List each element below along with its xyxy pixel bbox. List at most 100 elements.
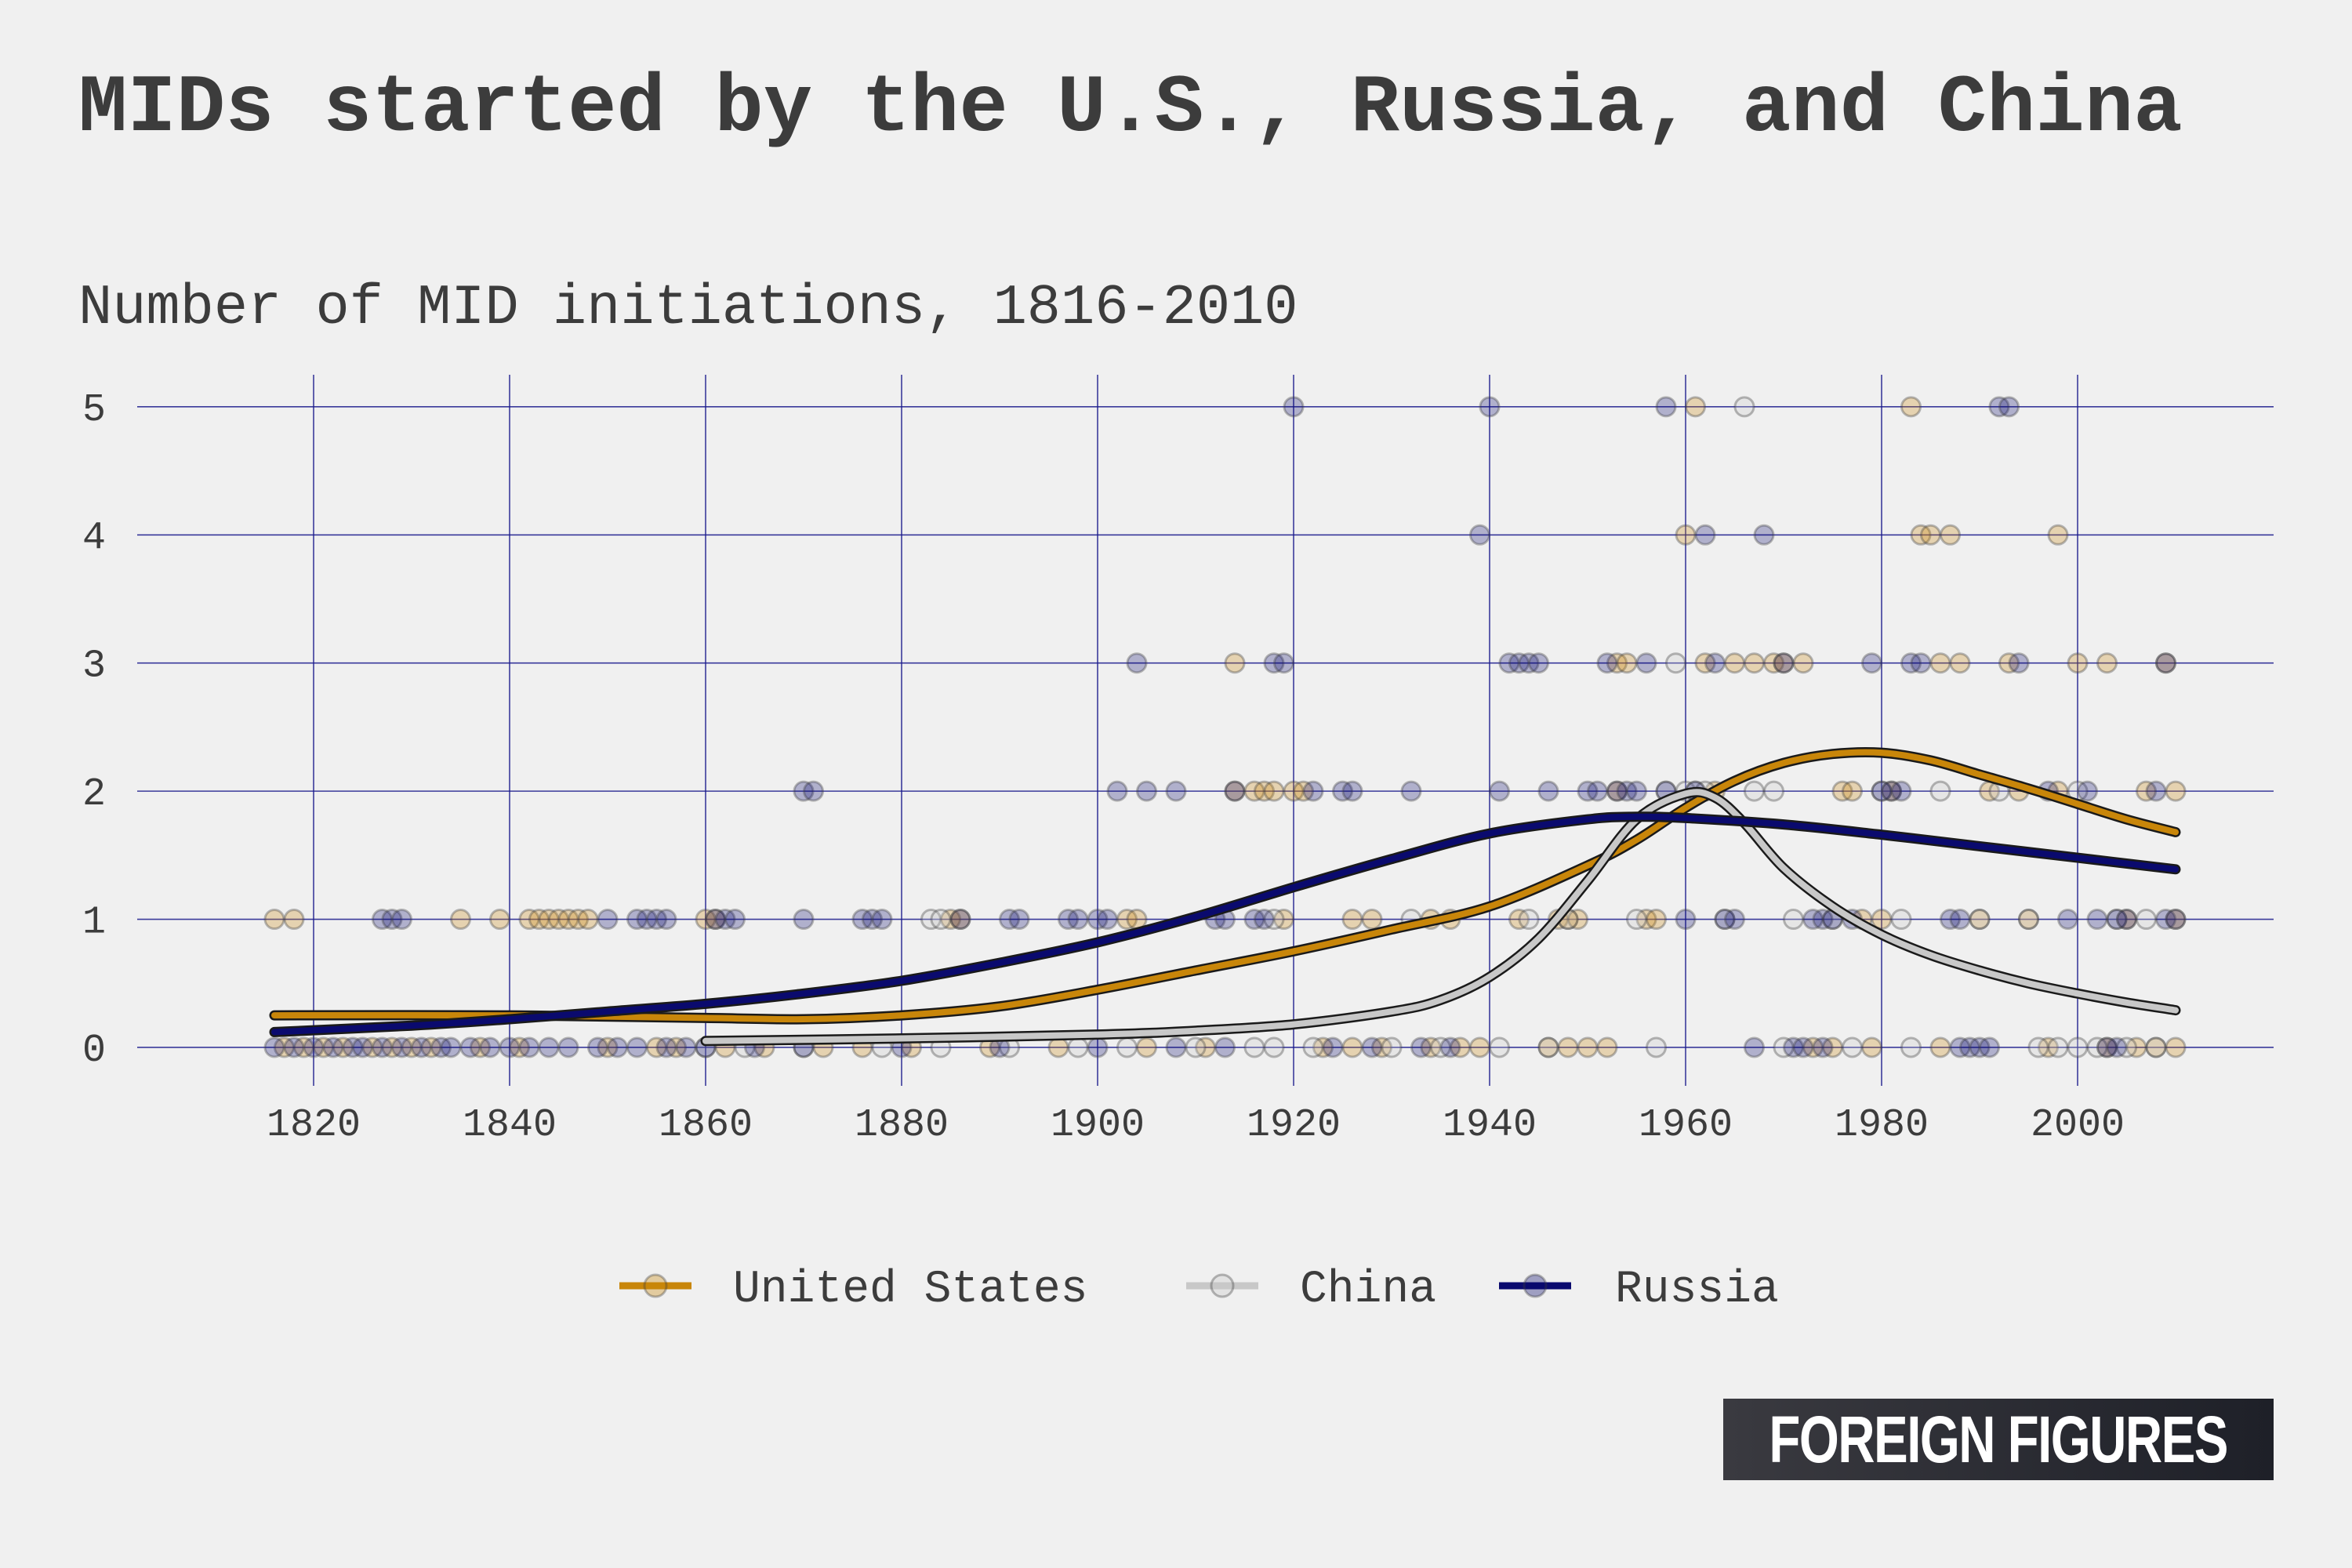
united-states-point <box>2018 909 2039 931</box>
russia-point <box>1890 780 1912 802</box>
x-tick-label: 1960 <box>1639 1103 1733 1148</box>
russia-point <box>1861 652 1882 674</box>
china-point <box>1302 1036 1324 1058</box>
russia-point <box>1606 780 1628 802</box>
russia-point <box>352 1036 373 1058</box>
russia-point <box>1479 396 1501 418</box>
united-states-point <box>2125 1036 2147 1058</box>
x-tick-label: 1980 <box>1835 1103 1929 1148</box>
legend-item-russia: Russia <box>1499 1265 1779 1316</box>
united-states-point <box>568 909 589 931</box>
united-states-point <box>548 909 569 931</box>
y-tick-label: 2 <box>82 772 106 817</box>
united-states-point <box>1577 1036 1599 1058</box>
united-states-point <box>1910 524 1932 546</box>
united-states-point <box>2038 1036 2059 1058</box>
russia-point <box>381 909 403 931</box>
legend-swatch-marker <box>1210 1273 1235 1298</box>
russia-point <box>1126 652 1148 674</box>
china-point <box>1185 1036 1207 1058</box>
united-states-point <box>1861 1036 1882 1058</box>
united-states-point <box>949 909 971 931</box>
russia-point <box>1871 780 1893 802</box>
russia-point <box>626 1036 648 1058</box>
russia-point <box>1165 1036 1187 1058</box>
china-point <box>1537 1036 1559 1058</box>
russia-point <box>1273 652 1294 674</box>
russia-point <box>1910 652 1932 674</box>
russia-point <box>411 1036 432 1058</box>
united-states-point <box>313 1036 334 1058</box>
united-states-point <box>1792 652 1814 674</box>
russia-point <box>2116 909 2137 931</box>
china-point <box>920 909 942 931</box>
foreign-figures-logo: FOREIGN FIGURES <box>1723 1399 2274 1480</box>
russia-point <box>1812 1036 1834 1058</box>
scatter-points <box>263 396 2187 1058</box>
russia-point <box>2086 909 2108 931</box>
legend-label: United States <box>733 1265 1087 1316</box>
russia-point <box>1243 909 1265 931</box>
china-point <box>2136 909 2157 931</box>
russia-point <box>322 1036 344 1058</box>
russia-point <box>1694 524 1716 546</box>
russia-point <box>1949 909 1971 931</box>
china-point <box>2106 909 2128 931</box>
united-states-point <box>2067 652 2089 674</box>
united-states-point <box>1802 1036 1824 1058</box>
united-states-point <box>2155 652 2176 674</box>
russia-point <box>1165 780 1187 802</box>
united-states-point <box>1969 909 1991 931</box>
russia-point <box>1008 909 1030 931</box>
legend: United States China Russia <box>619 1265 1779 1316</box>
russia-point <box>1518 652 1540 674</box>
y-axis-ticks: 0 1 2 3 4 5 <box>82 388 106 1073</box>
united-states-point <box>2047 524 2069 546</box>
united-states-point <box>1920 524 1941 546</box>
united-states-point <box>597 1036 619 1058</box>
russia-point <box>391 909 412 931</box>
russia-point <box>705 909 726 931</box>
united-states-point <box>2165 780 2187 802</box>
united-states-point <box>1254 780 1275 802</box>
russia-point <box>2008 652 2030 674</box>
russia-point <box>459 1036 481 1058</box>
china-point <box>2047 1036 2069 1058</box>
united-states-point <box>450 909 471 931</box>
united-states-point <box>1420 1036 1442 1058</box>
russia-point <box>430 1036 452 1058</box>
x-axis-ticks: 1820 1840 1860 1880 1900 1920 1940 1960 1980 2000 <box>267 1103 2125 1148</box>
russia-point <box>1596 652 1618 674</box>
united-states-point <box>293 1036 314 1058</box>
russia-point <box>1587 780 1608 802</box>
china-point <box>1263 1036 1285 1058</box>
china-point <box>1929 780 1951 802</box>
russia-point <box>1263 652 1285 674</box>
russia-point <box>803 780 824 802</box>
russia-point <box>636 909 658 931</box>
x-tick-label: 1880 <box>855 1103 949 1148</box>
united-states-point <box>2116 909 2137 931</box>
russia-point <box>1508 652 1530 674</box>
x-tick-label: 1940 <box>1443 1103 1537 1148</box>
russia-point <box>1498 652 1520 674</box>
united-states-point <box>1744 652 1765 674</box>
russia-point <box>2106 1036 2128 1058</box>
russia-point <box>1302 780 1324 802</box>
united-states-point <box>2145 1036 2167 1058</box>
china-point <box>1116 1036 1138 1058</box>
united-states-point <box>666 1036 687 1058</box>
united-states-point <box>2165 909 2187 931</box>
united-states-point <box>1195 1036 1216 1058</box>
united-states-point <box>283 909 305 931</box>
united-states-point <box>2165 1036 2187 1058</box>
united-states-point <box>1646 909 1667 931</box>
united-states-point <box>1900 396 1922 418</box>
russia-point <box>1616 780 1638 802</box>
x-tick-label: 2000 <box>2031 1103 2125 1148</box>
russia-point <box>1489 780 1510 802</box>
russia-point <box>1528 652 1549 674</box>
russia-point <box>1067 909 1089 931</box>
united-states-point <box>489 909 510 931</box>
russia-point <box>1577 780 1599 802</box>
